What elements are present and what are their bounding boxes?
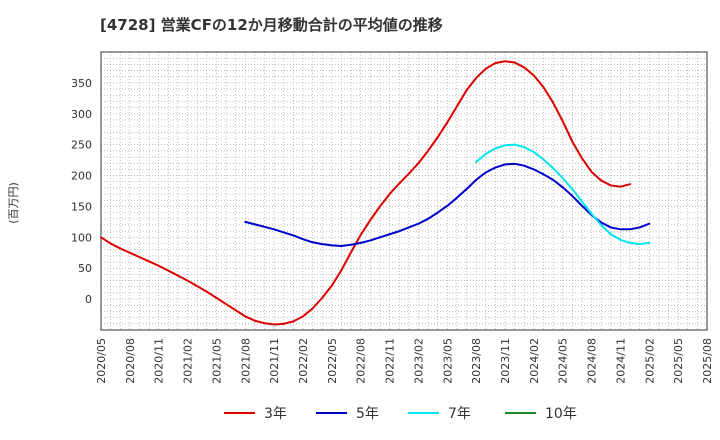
x-tick-label: 2023/02 bbox=[412, 338, 425, 384]
y-axis-label: (百万円) bbox=[7, 182, 20, 224]
y-tick-label: 50 bbox=[78, 262, 92, 275]
x-tick-label: 2025/05 bbox=[672, 338, 685, 384]
legend: 3年 5年 7年 10年 bbox=[224, 406, 577, 422]
series-line-2 bbox=[244, 162, 651, 247]
x-tick-label: 2024/02 bbox=[528, 338, 541, 384]
y-tick-label: 200 bbox=[71, 170, 92, 183]
series-line-3 bbox=[475, 143, 651, 246]
x-tick-label: 2020/08 bbox=[124, 338, 137, 384]
plot-area bbox=[100, 51, 708, 331]
grid-lines bbox=[101, 52, 707, 330]
x-tick-label: 2024/05 bbox=[557, 338, 570, 384]
x-tick-label: 2025/02 bbox=[643, 338, 656, 384]
x-tick-label: 2021/05 bbox=[210, 338, 223, 384]
y-tick-labels: 0 50 100 150 200 250 300 350 bbox=[71, 77, 92, 306]
series-lines bbox=[100, 60, 651, 326]
x-tick-label: 2021/08 bbox=[239, 338, 252, 384]
x-tick-label: 2024/08 bbox=[586, 338, 599, 384]
x-tick-label: 2025/08 bbox=[701, 338, 714, 384]
x-tick-label: 2020/11 bbox=[153, 338, 166, 384]
x-tick-label: 2022/02 bbox=[297, 338, 310, 384]
x-tick-label: 2022/11 bbox=[384, 338, 397, 384]
series-line-1 bbox=[100, 60, 632, 326]
y-tick-label: 0 bbox=[85, 293, 92, 306]
y-tick-label: 250 bbox=[71, 139, 92, 152]
y-tick-label: 150 bbox=[71, 200, 92, 213]
legend-label-3: 7年 bbox=[448, 406, 471, 422]
x-tick-label: 2021/02 bbox=[182, 338, 195, 384]
x-tick-label: 2023/11 bbox=[499, 338, 512, 384]
legend-label-1: 3年 bbox=[264, 406, 287, 422]
chart-title: [4728] 営業CFの12か月移動合計の平均値の推移 bbox=[100, 16, 443, 34]
x-tick-label: 2022/08 bbox=[355, 338, 368, 384]
x-tick-label: 2023/05 bbox=[441, 338, 454, 384]
y-tick-label: 350 bbox=[71, 77, 92, 90]
x-tick-label: 2024/11 bbox=[614, 338, 627, 384]
y-tick-label: 100 bbox=[71, 231, 92, 244]
legend-label-4: 10年 bbox=[545, 406, 577, 422]
x-tick-label: 2023/08 bbox=[470, 338, 483, 384]
y-tick-label: 300 bbox=[71, 108, 92, 121]
legend-label-2: 5年 bbox=[356, 406, 379, 422]
x-tick-label: 2021/11 bbox=[268, 338, 281, 384]
x-tick-labels: 2020/05 2020/08 2020/11 2021/02 2021/05 2021/… bbox=[95, 338, 714, 384]
x-tick-label: 2020/05 bbox=[95, 338, 108, 384]
x-tick-label: 2022/05 bbox=[326, 338, 339, 384]
